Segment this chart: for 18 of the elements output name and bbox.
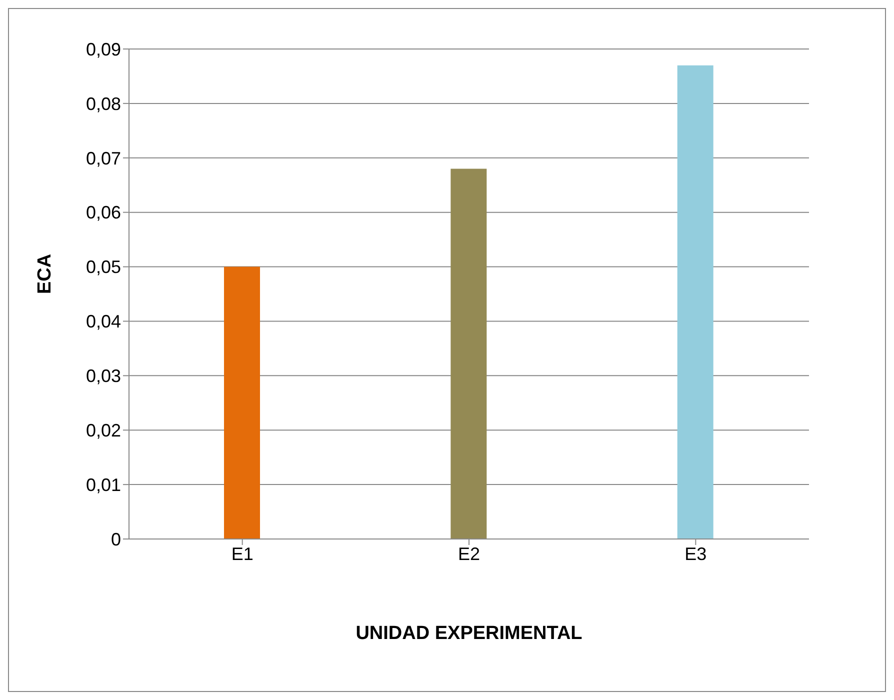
- x-tick-label: E3: [684, 544, 707, 564]
- y-tick-label: 0,03: [86, 366, 121, 386]
- y-tick-label: 0,06: [86, 202, 121, 223]
- bar: [224, 266, 260, 539]
- y-tick-label: 0,04: [86, 312, 121, 332]
- bar: [450, 168, 487, 539]
- x-axis-title: UNIDAD EXPERIMENTAL: [356, 623, 583, 644]
- y-tick-label: 0: [110, 529, 121, 550]
- x-tick-label: E1: [231, 544, 254, 564]
- y-tick-label: 0,05: [86, 257, 121, 278]
- x-tick-label: E2: [458, 544, 480, 564]
- bar: [677, 65, 714, 539]
- y-tick-label: 0,02: [86, 420, 121, 440]
- y-tick-label: 0,07: [86, 148, 121, 168]
- y-tick-label: 0,01: [86, 474, 121, 495]
- y-tick-label: 0,09: [86, 39, 121, 60]
- y-axis-title: ECA: [34, 254, 56, 294]
- y-tick-label: 0,08: [86, 94, 121, 114]
